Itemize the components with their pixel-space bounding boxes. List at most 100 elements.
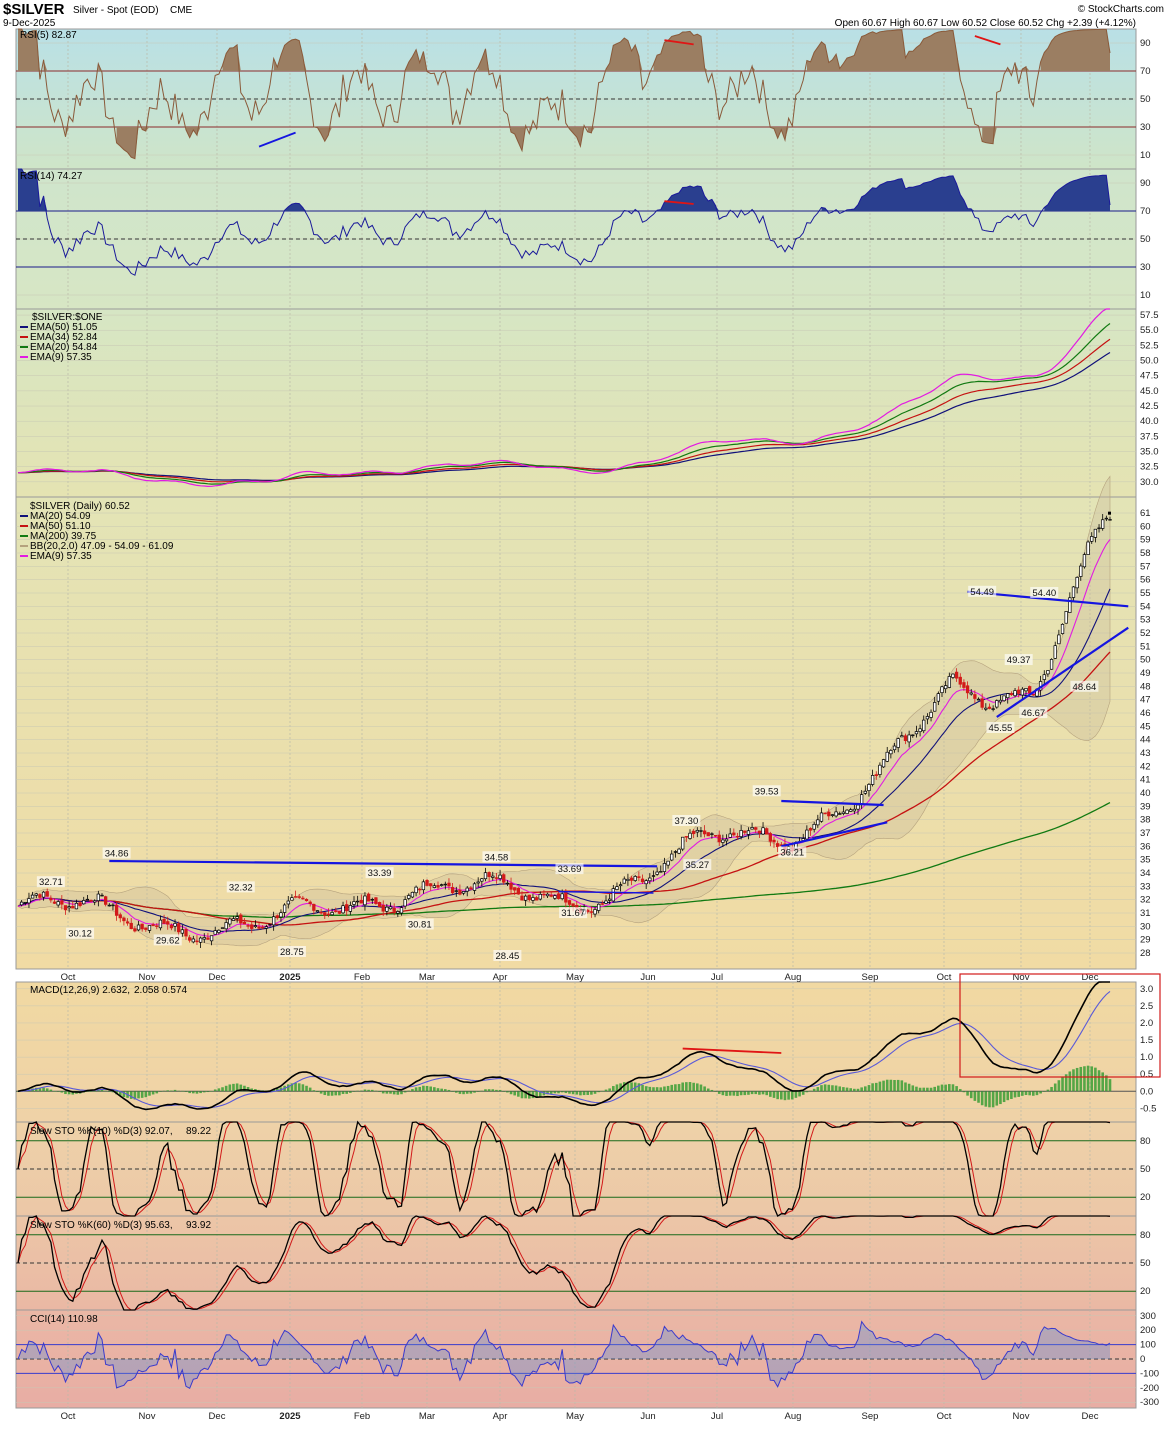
candle-body	[922, 719, 926, 732]
ema-tick: 45.0	[1140, 386, 1159, 397]
macd-histogram-bar	[312, 1090, 316, 1092]
candle-body	[735, 835, 740, 838]
candle-body	[180, 929, 184, 934]
macd-histogram-bar	[659, 1087, 663, 1092]
rsi5-tick: 10	[1140, 150, 1151, 161]
candle-body	[702, 830, 707, 835]
macd-tick: 3.0	[1140, 984, 1153, 995]
candle-body	[239, 914, 243, 924]
candle-body	[228, 918, 232, 925]
macd-histogram-bar	[509, 1091, 513, 1095]
candle-body	[213, 930, 217, 935]
candle-body	[1031, 693, 1035, 696]
candle-body	[224, 922, 228, 930]
candle-body	[432, 885, 436, 888]
candle-body	[111, 904, 115, 907]
candle-body	[133, 928, 137, 932]
macd-histogram-bar	[593, 1091, 597, 1094]
annotation-box	[36, 876, 65, 888]
macd-histogram-bar	[867, 1085, 871, 1092]
rsi14-overbought-fill	[18, 169, 1110, 211]
macd-histogram-bar	[995, 1091, 999, 1106]
sto60-label-d: 93.92	[186, 1220, 211, 1231]
x-label: Apr	[493, 972, 508, 983]
candle-body	[293, 896, 298, 898]
ema-legend-item: EMA(9) 57.35	[30, 352, 92, 363]
macd-histogram-bar	[699, 1084, 703, 1092]
cci-line	[17, 1320, 1111, 1390]
candle-body	[958, 676, 962, 685]
macd-histogram-bar	[349, 1091, 352, 1093]
candle-body	[71, 905, 75, 909]
macd-histogram-bar	[670, 1084, 674, 1092]
macd-histogram-bar	[524, 1091, 527, 1099]
macd-histogram-bar	[224, 1085, 228, 1092]
macd-histogram-bar	[162, 1090, 166, 1092]
candle-body	[1086, 541, 1090, 555]
macd-histogram-bar	[626, 1081, 630, 1092]
macd-histogram-bar	[776, 1091, 779, 1100]
macd-histogram-bar	[1010, 1091, 1013, 1099]
macd-histogram-bar	[458, 1091, 462, 1094]
macd-histogram-bar	[221, 1087, 224, 1092]
candle-body	[940, 686, 944, 694]
macd-histogram-bar	[838, 1086, 842, 1092]
macd-histogram-bar	[929, 1087, 933, 1092]
macd-histogram-bar	[612, 1086, 615, 1092]
candle-body	[681, 836, 685, 850]
candle-body	[334, 910, 338, 912]
cci-fill	[18, 1321, 1110, 1389]
macd-histogram-bar	[513, 1091, 516, 1096]
cci-tick: -200	[1140, 1383, 1159, 1394]
macd-histogram-bar	[34, 1087, 38, 1092]
macd-histogram-bar	[338, 1091, 341, 1096]
candle-body	[366, 893, 371, 902]
candle-body	[279, 912, 283, 918]
candle-body	[494, 877, 499, 879]
sto60-k-line	[17, 1215, 1111, 1311]
macd-histogram-bar	[984, 1091, 988, 1107]
ema-tick: 57.5	[1140, 310, 1159, 321]
macd-histogram-bar	[294, 1083, 297, 1092]
candle-body	[45, 891, 49, 897]
macd-histogram-bar	[290, 1083, 294, 1092]
price-tick: 36	[1140, 841, 1151, 852]
candle-body	[549, 894, 553, 897]
candle-body	[805, 829, 809, 840]
candle-body	[450, 887, 455, 894]
candle-body	[911, 734, 915, 737]
price-annotation: 32.71	[39, 877, 63, 888]
macd-histogram-bar	[977, 1091, 980, 1103]
macd-histogram-bar	[250, 1088, 254, 1092]
price-tick: 47	[1140, 695, 1151, 706]
macd-histogram-bar	[1002, 1091, 1006, 1103]
price-annotation: 31.67	[561, 908, 585, 919]
macd-histogram-bar	[856, 1088, 860, 1092]
candle-body	[188, 937, 192, 941]
macd-histogram-bar	[652, 1087, 655, 1092]
macd-label-hist: 0.574	[162, 985, 187, 996]
ema-tick: 55.0	[1140, 325, 1159, 336]
macd-histogram-bar	[798, 1091, 801, 1097]
annotation-box	[102, 847, 131, 859]
price-annotation: 45.55	[989, 723, 1013, 734]
macd-histogram-bar	[228, 1084, 232, 1092]
macd-histogram-bar	[418, 1086, 422, 1092]
price-tick: 34	[1140, 868, 1151, 879]
macd-histogram-bar	[575, 1091, 579, 1095]
candle-body	[553, 895, 557, 899]
candle-body	[385, 906, 389, 912]
sto10-tick: 50	[1140, 1164, 1151, 1175]
sto10-tick: 20	[1140, 1192, 1151, 1203]
candle-body	[951, 673, 955, 678]
macd-histogram-bar	[1075, 1067, 1079, 1092]
macd-histogram-bar	[922, 1087, 926, 1092]
annotation-box	[1070, 680, 1099, 692]
sto10-k-line	[17, 1120, 1111, 1217]
macd-histogram-bar	[955, 1086, 958, 1092]
macd-histogram-bar	[988, 1091, 991, 1108]
annotation-box	[66, 927, 95, 939]
macd-histogram-bar	[1046, 1089, 1050, 1092]
macd-histogram-bar	[444, 1089, 447, 1092]
candle-body	[889, 750, 893, 755]
